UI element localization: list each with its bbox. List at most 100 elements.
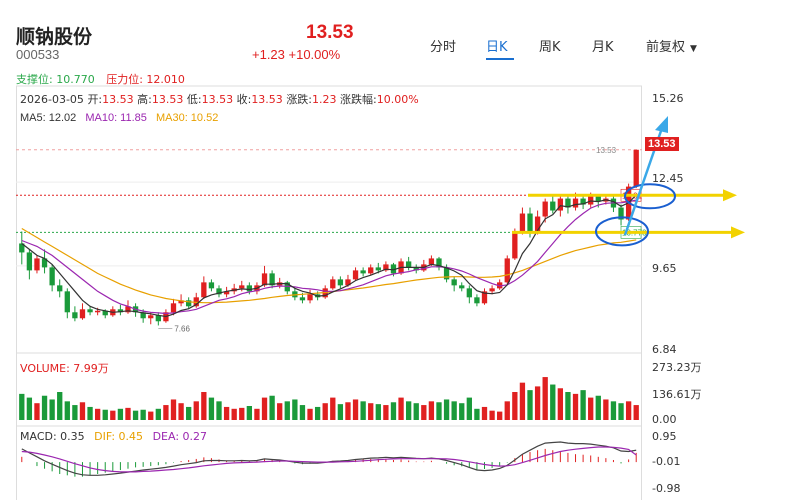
- volume-bar: [618, 403, 624, 420]
- candle-body: [519, 213, 526, 232]
- stock-name: 顺钠股份: [16, 26, 93, 48]
- candle-body: [443, 267, 450, 280]
- candle-body: [337, 279, 344, 286]
- last-price: 13.53: [306, 22, 354, 43]
- candle-body: [413, 267, 419, 271]
- volume-bar: [595, 395, 601, 420]
- candle-body: [512, 231, 518, 259]
- volume-bar: [436, 402, 442, 420]
- candle-body: [170, 303, 177, 313]
- adjust-dropdown[interactable]: 前复权 ▼: [646, 36, 697, 55]
- ma30-value: MA30: 10.52: [155, 112, 219, 124]
- candle-body: [428, 258, 435, 265]
- candle-body: [588, 195, 594, 205]
- volume-bar: [625, 401, 632, 420]
- candle-body: [34, 258, 40, 271]
- ohlc-open: 13.53: [102, 93, 134, 106]
- ohlc-close: 13.53: [251, 93, 283, 106]
- volume-axis-tick: 273.23万: [652, 361, 702, 374]
- ohlc-change-label: 涨跌:: [286, 93, 313, 106]
- volume-bar: [186, 406, 192, 420]
- candle-body: [618, 207, 624, 220]
- volume-bar: [337, 404, 344, 420]
- dif-line: [21, 441, 637, 476]
- candle-body: [125, 306, 131, 313]
- volume-bar: [79, 402, 86, 420]
- candle-body: [57, 285, 63, 292]
- ma30-line: [21, 227, 637, 304]
- candle-body: [72, 312, 78, 319]
- ohlc-close-label: 收:: [236, 93, 252, 106]
- volume-bar: [201, 392, 207, 420]
- volume-bar: [428, 401, 435, 420]
- volume-bar: [421, 405, 427, 420]
- volume-bar: [49, 399, 55, 420]
- volume-bar: [330, 397, 336, 420]
- trend-arrow-head: [655, 116, 668, 133]
- low-price-marker: 7.66: [174, 324, 190, 333]
- volume-bar: [269, 395, 275, 420]
- volume-bar: [102, 409, 108, 420]
- volume-bar: [603, 399, 609, 420]
- volume-bar: [527, 390, 533, 420]
- tab-monthly-k[interactable]: 月K: [592, 40, 614, 55]
- support-arrow-head: [731, 226, 745, 239]
- adjust-dropdown-label: 前复权: [646, 40, 686, 55]
- candle-body: [201, 282, 207, 298]
- candle-body: [307, 294, 313, 301]
- candle-body: [474, 297, 480, 304]
- tab-intraday[interactable]: 分时: [430, 40, 457, 55]
- volume-bar: [572, 393, 579, 420]
- candle-body: [466, 288, 472, 298]
- volume-bar: [193, 401, 199, 420]
- ohlc-high-label: 高:: [137, 93, 152, 106]
- candle-body: [140, 312, 146, 319]
- volume-bar: [231, 408, 237, 420]
- candle-body: [261, 273, 268, 286]
- dea-value: DEA: 0.27: [152, 430, 208, 443]
- volume-bar: [163, 405, 169, 420]
- volume-bar: [383, 405, 389, 420]
- ohlc-readout: 2026-03-05 开:13.53 高:13.53 低:13.53 收:13.…: [20, 91, 419, 107]
- candle-body: [390, 264, 397, 274]
- candle-body: [87, 309, 93, 313]
- tab-daily-k[interactable]: 日K: [486, 40, 508, 55]
- volume-bar: [360, 401, 366, 420]
- price-axis-tick: 12.45: [652, 172, 684, 185]
- candle-body: [330, 279, 336, 289]
- candle-body: [504, 258, 510, 283]
- volume-bar: [178, 403, 184, 420]
- volume-bar: [497, 411, 503, 420]
- ohlc-change: 1.23: [312, 93, 337, 106]
- volume-bar: [413, 403, 419, 420]
- price-axis-tick: 6.84: [652, 343, 677, 356]
- volume-bar: [170, 399, 177, 420]
- candle-body: [534, 216, 541, 232]
- candle-body: [633, 149, 639, 187]
- candle-body: [481, 291, 488, 304]
- candle-body: [542, 201, 548, 217]
- volume-bar: [443, 399, 450, 420]
- ma-readout: MA5: 12.02 MA10: 11.85 MA30: 10.52: [20, 112, 218, 124]
- support-level: 支撑位: 10.770: [16, 73, 95, 86]
- tab-weekly-k[interactable]: 周K: [539, 40, 561, 55]
- ohlc-pct: 10.00%: [376, 93, 419, 106]
- volume-bar: [390, 402, 397, 420]
- volume-bar: [375, 404, 381, 420]
- candle-body: [246, 285, 253, 292]
- candle-body: [299, 297, 306, 301]
- volume-bar: [117, 408, 124, 420]
- candle-body: [557, 198, 564, 211]
- candle-body: [489, 288, 495, 292]
- ohlc-low-label: 低:: [186, 93, 202, 106]
- volume-bar: [140, 409, 146, 420]
- candle-body: [497, 282, 503, 289]
- candle-body: [527, 213, 533, 232]
- volume-bar: [292, 399, 298, 420]
- volume-bar: [368, 403, 374, 420]
- price-axis-tick: 15.26: [652, 92, 684, 105]
- highlight-circle: [595, 216, 649, 247]
- candle-body: [79, 309, 86, 319]
- volume-bar: [299, 405, 306, 420]
